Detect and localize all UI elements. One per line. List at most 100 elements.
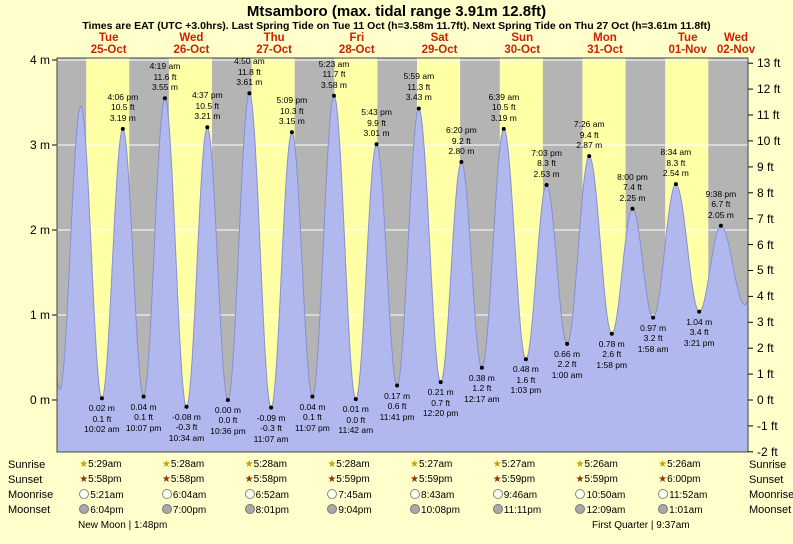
moonset-time: 6:04pm <box>90 505 123 516</box>
sunset-value: ★5:58pm <box>79 474 121 486</box>
y-axis-label-meters: 0 m <box>6 394 50 407</box>
moonset-value: 6:04pm <box>79 504 123 517</box>
moonrise-moon-icon <box>245 489 255 499</box>
sunset-value: ★5:58pm <box>245 474 287 486</box>
sunrise-time: 5:28am <box>336 459 369 470</box>
sunrise-value: ★5:26am <box>575 459 617 471</box>
sunset-star-icon: ★ <box>162 474 171 485</box>
moonrise-time: 10:50am <box>586 490 625 501</box>
moonrise-value: 5:21am <box>79 489 123 502</box>
sunset-time: 5:59pm <box>419 474 452 485</box>
sunset-time: 5:59pm <box>336 474 369 485</box>
sunrise-time: 5:27am <box>419 459 452 470</box>
moonset-time: 11:11pm <box>504 505 541 516</box>
sunrise-time: 5:28am <box>254 459 287 470</box>
y-axis-label-feet: 10 ft <box>757 135 780 148</box>
y-axis-label-feet: 5 ft <box>757 264 774 277</box>
y-axis-label-feet: 4 ft <box>757 290 774 303</box>
y-axis-label-feet: 2 ft <box>757 342 774 355</box>
sunrise-time: 5:27am <box>502 459 535 470</box>
sunset-star-icon: ★ <box>658 474 667 485</box>
y-axis-label-feet: 8 ft <box>757 187 774 200</box>
moonrise-moon-icon <box>493 489 503 499</box>
row-label-right-sunset: Sunset <box>749 474 783 486</box>
sunset-time: 5:58pm <box>88 474 121 485</box>
sunset-time: 5:58pm <box>254 474 287 485</box>
sunset-time: 5:58pm <box>171 474 204 485</box>
moonset-time: 7:00pm <box>173 505 206 516</box>
moonrise-moon-icon <box>79 489 89 499</box>
y-axis-label-feet: 6 ft <box>757 239 774 252</box>
moonset-time: 12:09am <box>586 505 625 516</box>
sunset-star-icon: ★ <box>79 474 88 485</box>
sunset-star-icon: ★ <box>493 474 502 485</box>
sunset-value: ★6:00pm <box>658 474 700 486</box>
moonrise-time: 6:52am <box>256 490 289 501</box>
moonrise-time: 6:04am <box>173 490 206 501</box>
row-label-right-moonrise: Moonrise <box>749 489 793 501</box>
moonset-moon-icon <box>162 504 172 514</box>
moonrise-moon-icon <box>658 489 668 499</box>
moonrise-value: 6:04am <box>162 489 206 502</box>
sunrise-star-icon: ★ <box>493 459 502 470</box>
moonset-value: 7:00pm <box>162 504 206 517</box>
sunset-value: ★5:59pm <box>493 474 535 486</box>
moonset-moon-icon <box>658 504 668 514</box>
moonrise-value: 8:43am <box>410 489 454 502</box>
y-axis-label-feet: 3 ft <box>757 316 774 329</box>
moonset-value: 8:01pm <box>245 504 289 517</box>
moonset-time: 9:04pm <box>338 505 371 516</box>
row-label-right-sunrise: Sunrise <box>749 459 786 471</box>
moonrise-moon-icon <box>575 489 585 499</box>
sunset-star-icon: ★ <box>245 474 254 485</box>
moonrise-time: 9:46am <box>504 490 537 501</box>
moonrise-value: 10:50am <box>575 489 625 502</box>
sunset-value: ★5:59pm <box>410 474 452 486</box>
row-label-left-sunrise: Sunrise <box>8 459 45 471</box>
sunrise-value: ★5:29am <box>79 459 121 471</box>
moonset-moon-icon <box>493 504 503 514</box>
moonrise-time: 7:45am <box>338 490 371 501</box>
sunset-star-icon: ★ <box>410 474 419 485</box>
moonrise-time: 5:21am <box>90 490 123 501</box>
sunrise-star-icon: ★ <box>245 459 254 470</box>
sunset-value: ★5:59pm <box>575 474 617 486</box>
moonrise-value: 11:52am <box>658 489 707 502</box>
moonrise-time: 8:43am <box>421 490 454 501</box>
moonset-time: 1:01am <box>669 505 702 516</box>
y-axis-label-feet: -2 ft <box>757 446 778 459</box>
moonset-value: 10:08pm <box>410 504 460 517</box>
y-axis-label-feet: 12 ft <box>757 83 780 96</box>
y-axis-label-meters: 4 m <box>6 54 50 67</box>
sunrise-value: ★5:27am <box>493 459 535 471</box>
sunrise-value: ★5:28am <box>162 459 204 471</box>
moonset-moon-icon <box>79 504 89 514</box>
moonset-value: 12:09am <box>575 504 625 517</box>
sunrise-value: ★5:28am <box>327 459 369 471</box>
y-axis-label-feet: 0 ft <box>757 394 774 407</box>
y-axis-label-feet: 9 ft <box>757 161 774 174</box>
moonset-moon-icon <box>327 504 337 514</box>
